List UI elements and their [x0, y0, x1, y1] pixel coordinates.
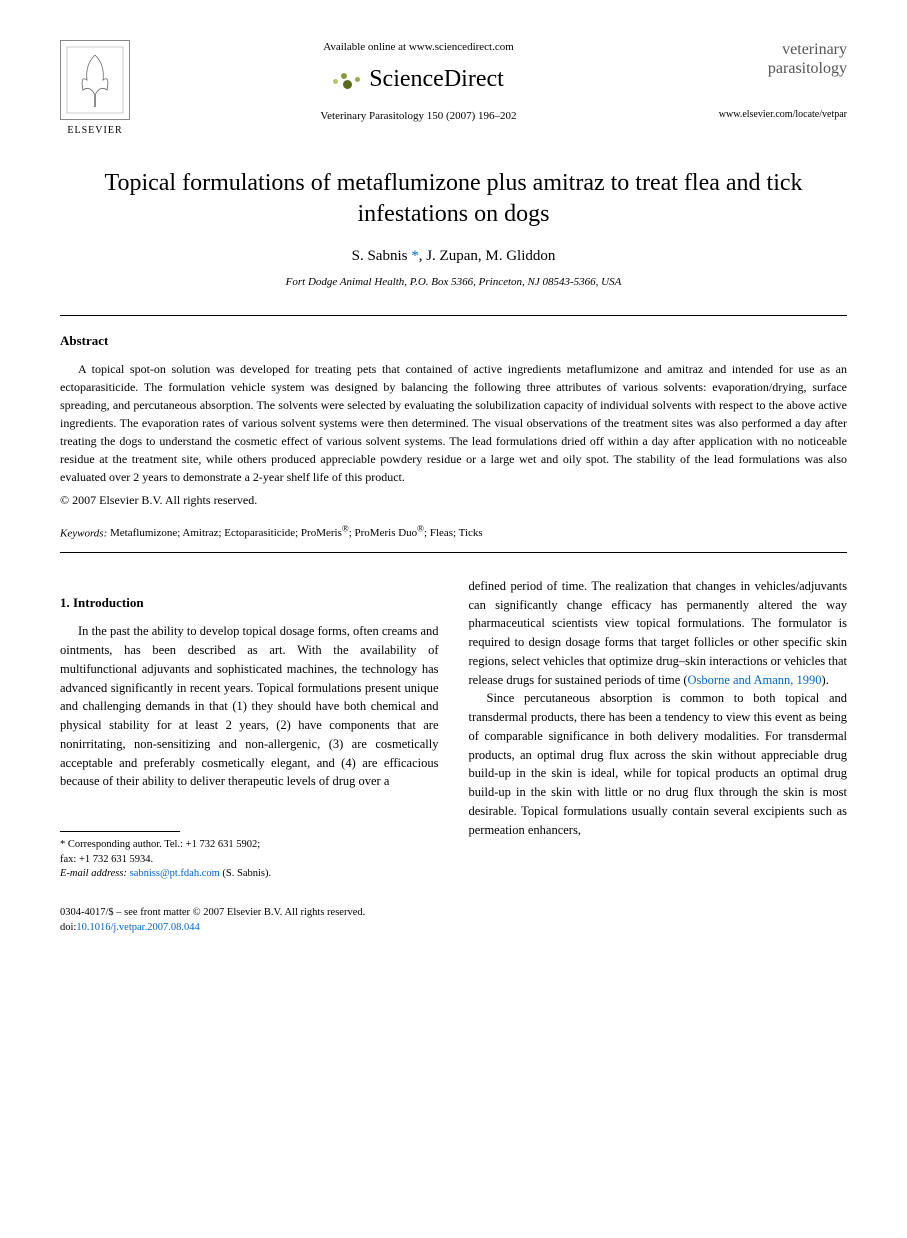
sciencedirect-dots-icon: [333, 71, 363, 91]
journal-reference: Veterinary Parasitology 150 (2007) 196–2…: [150, 109, 687, 124]
keywords-text: Metaflumizone; Amitraz; Ectoparasiticide…: [110, 527, 483, 539]
journal-name-line1: veterinary: [707, 40, 847, 59]
reference-link-osborne[interactable]: Osborne and Amann, 1990: [688, 673, 822, 687]
abstract-copyright: © 2007 Elsevier B.V. All rights reserved…: [60, 492, 847, 509]
fax-line: fax: +1 732 631 5934.: [60, 853, 439, 868]
abstract-heading: Abstract: [60, 332, 847, 350]
divider-below-keywords: [60, 552, 847, 553]
journal-url: www.elsevier.com/locate/vetpar: [707, 108, 847, 122]
corresponding-author-line: * Corresponding author. Tel.: +1 732 631…: [60, 838, 439, 853]
left-column: 1. Introduction In the past the ability …: [60, 577, 439, 882]
keywords-line: Keywords: Metaflumizone; Amitraz; Ectopa…: [60, 523, 847, 542]
email-line: E-mail address: sabniss@pt.fdah.com (S. …: [60, 867, 439, 882]
doi-label: doi:: [60, 922, 76, 933]
intro-paragraph-1-cont: defined period of time. The realization …: [469, 577, 848, 690]
elsevier-block: ELSEVIER: [60, 40, 130, 138]
journal-title-box: veterinary parasitology www.elsevier.com…: [707, 40, 847, 122]
section-1-heading: 1. Introduction: [60, 593, 439, 613]
doi-link[interactable]: 10.1016/j.vetpar.2007.08.044: [76, 922, 199, 933]
footer-block: 0304-4017/$ – see front matter © 2007 El…: [60, 906, 847, 935]
section-title: Introduction: [73, 595, 144, 610]
email-attribution: (S. Sabnis).: [220, 868, 271, 879]
authors-text: S. Sabnis *, J. Zupan, M. Gliddon: [352, 248, 556, 264]
page-header: ELSEVIER Available online at www.science…: [60, 40, 847, 138]
col2-p1-post: ).: [822, 673, 829, 687]
issn-line: 0304-4017/$ – see front matter © 2007 El…: [60, 906, 847, 921]
intro-paragraph-2: Since percutaneous absorption is common …: [469, 689, 848, 839]
elsevier-tree-icon: [65, 45, 125, 115]
journal-name-line2: parasitology: [707, 59, 847, 78]
center-header: Available online at www.sciencedirect.co…: [130, 40, 707, 124]
sciencedirect-logo: ScienceDirect: [150, 63, 687, 97]
footnote-block: * Corresponding author. Tel.: +1 732 631…: [60, 838, 439, 882]
doi-line: doi:10.1016/j.vetpar.2007.08.044: [60, 921, 847, 936]
elsevier-label: ELSEVIER: [60, 124, 130, 138]
col2-p1-pre: defined period of time. The realization …: [469, 579, 848, 687]
divider-above-abstract: [60, 315, 847, 316]
body-two-column: 1. Introduction In the past the ability …: [60, 577, 847, 882]
article-title: Topical formulations of metaflumizone pl…: [100, 168, 807, 230]
intro-paragraph-1: In the past the ability to develop topic…: [60, 622, 439, 791]
sciencedirect-text: ScienceDirect: [369, 66, 504, 92]
footnote-rule: [60, 831, 180, 832]
available-online-text: Available online at www.sciencedirect.co…: [150, 40, 687, 55]
email-label: E-mail address:: [60, 868, 127, 879]
abstract-text: A topical spot-on solution was developed…: [60, 360, 847, 486]
affiliation: Fort Dodge Animal Health, P.O. Box 5366,…: [60, 275, 847, 290]
corresponding-asterisk: *: [411, 248, 419, 264]
keywords-label: Keywords:: [60, 527, 107, 539]
section-number: 1.: [60, 595, 70, 610]
right-column: defined period of time. The realization …: [469, 577, 848, 882]
elsevier-tree-logo: [60, 40, 130, 120]
authors-line: S. Sabnis *, J. Zupan, M. Gliddon: [60, 246, 847, 267]
email-link[interactable]: sabniss@pt.fdah.com: [130, 868, 220, 879]
